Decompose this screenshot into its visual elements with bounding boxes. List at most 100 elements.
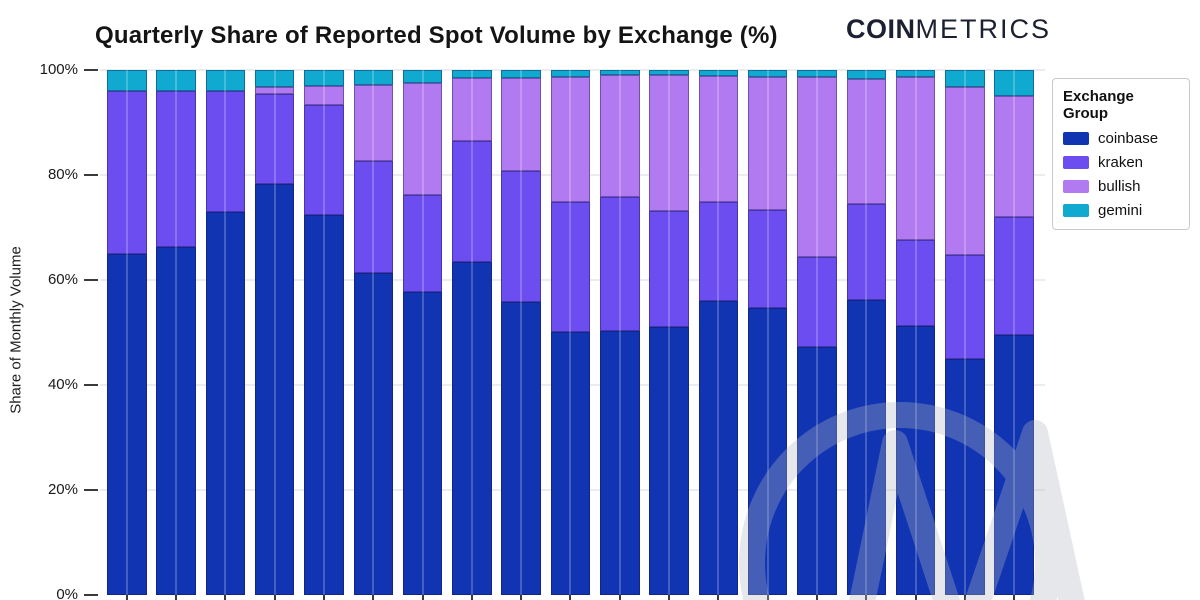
stacked-bar-7 (402, 70, 443, 595)
y-tick-mark (84, 384, 98, 386)
y-tick-label: 100% (39, 61, 78, 78)
legend-item-gemini: gemini (1063, 202, 1179, 219)
bar-17-gemini-segment (895, 70, 936, 77)
bar-11-kraken-segment (600, 196, 640, 332)
stacked-bar-4 (254, 70, 295, 595)
bar-14-coinbase-segment (747, 308, 788, 595)
bar-1-coinbase-segment (107, 253, 147, 595)
bar-18-bullish-segment (945, 87, 985, 256)
bar-6-coinbase-segment (353, 272, 393, 595)
bar-15-kraken-segment (797, 256, 837, 348)
legend-item-coinbase: coinbase (1063, 130, 1179, 147)
coinmetrics-logo: COINMETRICS (846, 14, 1051, 45)
bar-11-coinbase-segment (600, 331, 640, 595)
bar-13-kraken-segment (698, 201, 739, 301)
y-tick-mark (84, 69, 98, 71)
x-tick-mark (224, 594, 227, 600)
bar-16-gemini-segment (846, 70, 886, 80)
bar-9-bullish-segment (501, 77, 541, 172)
bar-2-kraken-segment (156, 91, 196, 248)
legend-title: Exchange Group (1063, 88, 1134, 122)
legend-label: coinbase (1098, 130, 1159, 147)
bar-12-bullish-segment (649, 75, 689, 212)
bar-14-kraken-segment (747, 209, 788, 309)
y-tick-label: 40% (47, 376, 78, 393)
bar-9-gemini-segment (501, 70, 541, 78)
x-tick-mark (421, 594, 424, 600)
bar-1-kraken-segment (107, 91, 147, 254)
legend-label: kraken (1098, 154, 1144, 171)
y-tick-mark (84, 489, 98, 491)
bar-8-kraken-segment (452, 141, 492, 263)
bar-19-gemini-segment (994, 70, 1034, 97)
stacked-bar-10 (550, 70, 591, 595)
bar-17-kraken-segment (895, 240, 936, 326)
x-tick-mark (372, 594, 375, 600)
bar-9-coinbase-segment (501, 301, 541, 595)
bar-4-kraken-segment (254, 93, 295, 185)
x-tick-mark (668, 594, 671, 600)
legend-label: bullish (1098, 178, 1141, 195)
bar-19-bullish-segment (994, 96, 1034, 218)
bar-9-kraken-segment (501, 171, 541, 302)
x-tick-mark (125, 594, 128, 600)
y-tick-mark (84, 174, 98, 176)
legend-item-bullish: bullish (1063, 178, 1179, 195)
stacked-bar-1 (107, 70, 147, 595)
bar-6-bullish-segment (353, 84, 393, 162)
bar-14-bullish-segment (747, 76, 788, 210)
logo-coin-text: COIN (846, 14, 916, 44)
bar-3-gemini-segment (205, 70, 246, 91)
stacked-bar-13 (698, 70, 739, 595)
bar-7-coinbase-segment (402, 292, 443, 595)
bar-5-kraken-segment (304, 104, 344, 215)
bar-3-kraken-segment (205, 91, 246, 212)
x-tick-mark (470, 594, 473, 600)
stacked-bar-17 (895, 70, 936, 595)
y-tick-label: 0% (56, 586, 78, 600)
bar-10-bullish-segment (550, 77, 591, 202)
stacked-bar-11 (600, 70, 640, 595)
x-tick-mark (175, 594, 178, 600)
bar-17-coinbase-segment (895, 325, 936, 595)
bar-8-gemini-segment (452, 70, 492, 79)
kraken-swatch-icon (1063, 156, 1089, 169)
stacked-bar-5 (304, 70, 344, 595)
bar-10-kraken-segment (550, 201, 591, 332)
bar-15-coinbase-segment (797, 347, 837, 595)
bar-10-coinbase-segment (550, 331, 591, 595)
bar-2-gemini-segment (156, 70, 196, 92)
x-tick-mark (618, 594, 621, 600)
bar-5-coinbase-segment (304, 214, 344, 595)
bar-13-bullish-segment (698, 76, 739, 202)
x-tick-mark (322, 594, 325, 600)
bar-7-gemini-segment (402, 70, 443, 84)
x-tick-mark (815, 594, 818, 600)
x-tick-mark (717, 594, 720, 600)
chart-title: Quarterly Share of Reported Spot Volume … (95, 22, 778, 49)
gemini-swatch-icon (1063, 204, 1089, 217)
y-tick-mark (84, 594, 98, 596)
stacked-bar-18 (945, 70, 985, 595)
bar-18-coinbase-segment (945, 358, 985, 595)
bullish-swatch-icon (1063, 180, 1089, 193)
bar-15-bullish-segment (797, 76, 837, 257)
y-tick-mark (84, 279, 98, 281)
x-tick-mark (865, 594, 868, 600)
bar-11-bullish-segment (600, 74, 640, 197)
coinbase-swatch-icon (1063, 132, 1089, 145)
legend-item-kraken: kraken (1063, 154, 1179, 171)
bar-16-bullish-segment (846, 79, 886, 204)
x-tick-mark (569, 594, 572, 600)
x-tick-mark (520, 594, 523, 600)
bar-18-kraken-segment (945, 255, 985, 359)
bar-16-kraken-segment (846, 203, 886, 301)
bar-3-coinbase-segment (205, 211, 246, 595)
x-tick-mark (273, 594, 276, 600)
bar-8-coinbase-segment (452, 262, 492, 595)
stacked-bar-12 (649, 70, 689, 595)
stacked-bar-3 (205, 70, 246, 595)
stacked-bar-19 (994, 70, 1034, 595)
